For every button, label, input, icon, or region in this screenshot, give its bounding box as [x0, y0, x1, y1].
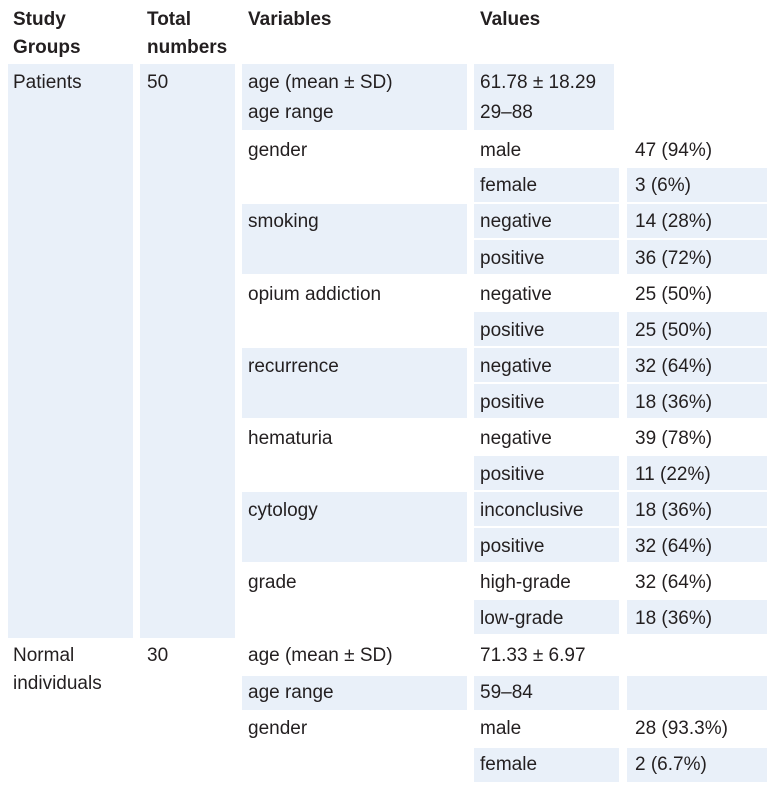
variable-opium-label: opium addiction: [248, 284, 382, 305]
opium-positive-value-cell: [627, 312, 767, 346]
recurrence-negative-category: negative: [480, 356, 552, 377]
variable-cytology-label: cytology: [248, 500, 318, 521]
variable-recurrence-label: recurrence: [248, 356, 339, 377]
patients-total-cell: [140, 64, 235, 638]
patients-group-label: Patients: [13, 72, 82, 93]
normal-age-label: age (mean ± SD): [248, 645, 393, 666]
patients-age-value-cell: [474, 64, 614, 130]
smoking-negative-category: negative: [480, 211, 552, 232]
normal-female-category-cell: [474, 748, 619, 782]
opium-positive-category: positive: [480, 320, 545, 341]
hematuria-negative-category: negative: [480, 428, 552, 449]
grade-high-count: 32 (64%): [635, 572, 713, 593]
header-study-groups-line1: Study: [13, 9, 66, 30]
gender-male-category: male: [480, 140, 522, 161]
cytology-inconclusive-count: 18 (36%): [635, 500, 713, 521]
normal-female-category: female: [480, 754, 538, 775]
grade-low-category: low-grade: [480, 608, 564, 629]
opium-positive-cell: [474, 312, 619, 346]
recurrence-positive-value-cell: [627, 384, 767, 418]
patients-age-label: age (mean ± SD): [248, 72, 393, 93]
smoking-negative-count: 14 (28%): [635, 211, 713, 232]
patients-total: 50: [147, 72, 169, 93]
header-study-groups-line2: Groups: [13, 37, 81, 58]
normal-age-range-variable-cell: [242, 676, 467, 710]
recurrence-negative-value-cell: [627, 348, 767, 382]
header-total-numbers-line1: Total: [147, 9, 191, 30]
smoking-variable-cell: [242, 204, 467, 274]
hematuria-positive-count: 11 (22%): [635, 464, 711, 485]
recurrence-negative-cell: [474, 348, 619, 382]
normal-age-range-empty-cell: [627, 676, 767, 710]
normal-group-label-line2: individuals: [13, 673, 102, 694]
smoking-positive-cell: [474, 240, 619, 274]
recurrence-positive-count: 18 (36%): [635, 392, 713, 413]
grade-low-value-cell: [627, 600, 767, 634]
hematuria-positive-cell: [474, 456, 619, 490]
recurrence-positive-cell: [474, 384, 619, 418]
smoking-positive-category: positive: [480, 248, 545, 269]
cytology-positive-count: 32 (64%): [635, 536, 713, 557]
normal-male-count: 28 (93.3%): [635, 718, 728, 739]
variable-grade-label: grade: [248, 572, 297, 593]
variable-hematuria-label: hematuria: [248, 428, 333, 449]
cytology-variable-cell: [242, 492, 467, 562]
gender-male-count: 47 (94%): [635, 140, 713, 161]
patients-age-range-label: age range: [248, 102, 334, 123]
opium-positive-count: 25 (50%): [635, 320, 713, 341]
normal-female-value-cell: [627, 748, 767, 782]
recurrence-variable-cell: [242, 348, 467, 418]
female-value-cell: [627, 168, 767, 202]
header-values: Values: [480, 9, 541, 30]
recurrence-positive-category: positive: [480, 392, 545, 413]
header-total-numbers-line2: numbers: [147, 37, 228, 58]
opium-negative-category: negative: [480, 284, 552, 305]
normal-total: 30: [147, 645, 169, 666]
cytology-positive-cell: [474, 528, 619, 562]
normal-age-range-value: 59–84: [480, 682, 533, 703]
normal-age-range-label: age range: [248, 682, 334, 703]
normal-age-value: 71.33 ± 6.97: [480, 645, 586, 666]
variable-smoking-label: smoking: [248, 211, 319, 232]
patients-age-range-value: 29–88: [480, 102, 533, 123]
variable-gender-label: gender: [248, 140, 308, 161]
grade-low-count: 18 (36%): [635, 608, 713, 629]
smoking-positive-value-cell: [627, 240, 767, 274]
cytology-positive-category: positive: [480, 536, 545, 557]
hematuria-negative-count: 39 (78%): [635, 428, 713, 449]
grade-high-category: high-grade: [480, 572, 571, 593]
cytology-inconclusive-category: inconclusive: [480, 500, 584, 521]
hematuria-positive-category: positive: [480, 464, 545, 485]
smoking-negative-value-cell: [627, 204, 767, 238]
female-category-cell: [474, 168, 619, 202]
smoking-positive-count: 36 (72%): [635, 248, 713, 269]
cytology-inconclusive-value-cell: [627, 492, 767, 526]
grade-low-cell: [474, 600, 619, 634]
patients-age-variable-cell: [242, 64, 467, 130]
header-variables: Variables: [248, 9, 332, 30]
patients-group-cell: [8, 64, 133, 638]
normal-gender-label: gender: [248, 718, 308, 739]
gender-female-count: 3 (6%): [635, 175, 691, 196]
cytology-positive-value-cell: [627, 528, 767, 562]
opium-negative-count: 25 (50%): [635, 284, 713, 305]
gender-female-category: female: [480, 175, 538, 196]
smoking-negative-cell: [474, 204, 619, 238]
patients-age-value: 61.78 ± 18.29: [480, 72, 597, 93]
hematuria-positive-value-cell: [627, 456, 767, 490]
normal-group-label-line1: Normal: [13, 645, 75, 666]
normal-male-category: male: [480, 718, 522, 739]
normal-age-range-value-cell: [474, 676, 619, 710]
recurrence-negative-count: 32 (64%): [635, 356, 713, 377]
cytology-inconclusive-cell: [474, 492, 619, 526]
normal-female-count: 2 (6.7%): [635, 754, 707, 775]
